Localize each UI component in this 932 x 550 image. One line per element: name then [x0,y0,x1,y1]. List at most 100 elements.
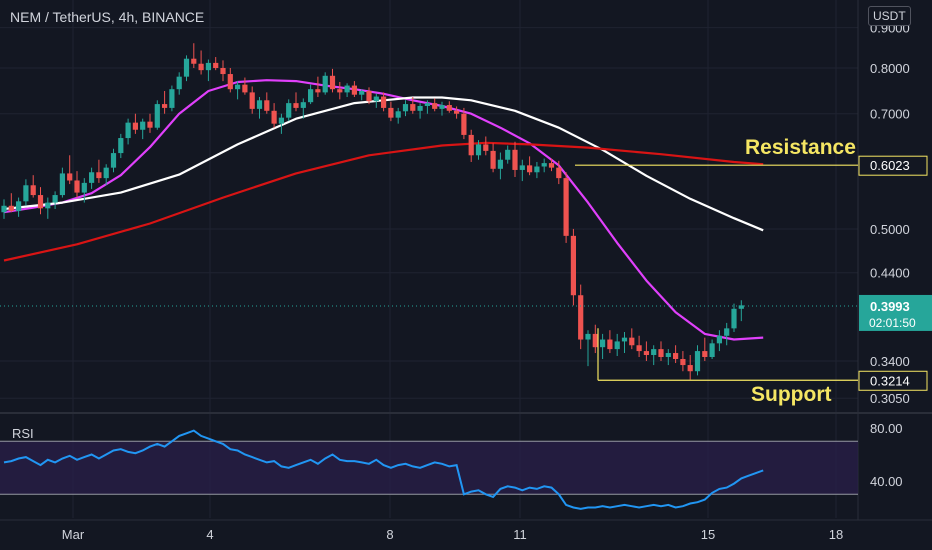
rsi-tick-label: 40.00 [870,474,903,489]
time-tick-label: 8 [386,527,393,542]
support-price-value: 0.3214 [870,373,910,388]
candle-body [446,105,452,111]
candle-body [483,144,489,151]
candle-body [329,75,336,90]
candle-body [81,182,87,193]
candle-body [183,58,190,77]
candle-body [366,91,372,102]
price-tick-label: 0.7000 [870,107,910,122]
candle-body [716,335,722,344]
chart-title: NEM / TetherUS, 4h, BINANCE [10,9,205,25]
resistance-annotation: Resistance [745,136,856,160]
candle-body [694,351,701,372]
resistance-price-value: 0.6023 [870,158,910,173]
candle-body [621,337,628,342]
candle-body [497,159,503,169]
candle-body [52,195,58,203]
candle-body [709,343,715,357]
candle-body [432,103,438,109]
candle-body [548,163,555,168]
last-price-value: 0.3993 [870,299,910,314]
candle-body [74,180,80,193]
candle-body [59,173,65,196]
candle-body [519,165,525,170]
candle-body [242,84,248,93]
candle-body [1,205,7,213]
candle-body [738,305,744,309]
candle-body [702,351,708,357]
candle-body [592,333,598,348]
candle-body [30,185,36,196]
price-tick-label: 0.8000 [870,61,910,76]
candle-body [140,121,146,130]
candle-body [191,58,197,64]
currency-selector[interactable]: USDT [868,6,911,26]
candle-body [235,84,241,90]
moving-average-ma_mid [3,96,764,232]
candle-body [169,89,175,108]
resistance-price-tag [858,155,928,176]
candle-body [468,134,474,156]
candle-body [227,74,233,90]
candle-body [293,103,299,108]
candle-body [322,75,328,93]
candle-body [607,339,613,350]
candle-body [344,85,350,93]
candle-body [337,89,343,93]
time-tick-label: 15 [701,527,715,542]
price-tick-label: 0.5000 [870,222,910,237]
candle-body [8,205,14,211]
last-price-tag [859,294,932,331]
rsi-line [3,429,764,510]
candle-body [395,111,401,118]
time-tick-label: 18 [829,527,843,542]
candle-body [570,235,576,296]
candle-body [731,308,737,329]
time-tick-label: 4 [206,527,213,542]
candle-body [23,185,29,202]
candle-body [578,295,584,340]
candle-body [585,333,591,340]
price-tick-label: 0.3400 [870,354,910,369]
candle-body [37,195,44,209]
candle-body [154,104,160,128]
candle-body [45,202,51,209]
candle-body [271,110,277,124]
candle-body [724,328,730,336]
candle-body [308,89,314,103]
time-tick-label: 11 [513,527,527,542]
candle-body [417,105,423,111]
candle-body [381,96,387,108]
candle-body [410,104,416,111]
candle-body [315,89,321,93]
candle-body [673,353,679,359]
candle-body [490,150,496,169]
countdown-value: 02:01:50 [869,316,916,330]
candle-body [264,100,270,111]
candle-body [556,167,562,179]
candle-body [300,102,306,108]
candle-body [373,96,379,102]
candle-body [213,62,219,68]
candle-body [96,172,102,179]
time-tick-label: Mar [62,527,85,542]
candle-body [278,117,284,124]
candle-body [16,201,22,211]
candle-body [687,365,693,372]
candle-body [110,153,117,168]
candle-body [541,163,547,167]
candle-body [680,358,686,366]
candle-body [475,144,482,156]
price-tick-label: 0.3050 [870,391,910,406]
candle-body [176,76,182,90]
candle-body [534,166,540,173]
candle-body [600,339,606,348]
candle-body [359,91,365,95]
candle-body [651,349,657,356]
candle-body [643,351,649,356]
candle-body [351,85,357,95]
candle-body [512,149,518,170]
candle-body [439,105,445,109]
support-annotation: Support [751,383,832,407]
